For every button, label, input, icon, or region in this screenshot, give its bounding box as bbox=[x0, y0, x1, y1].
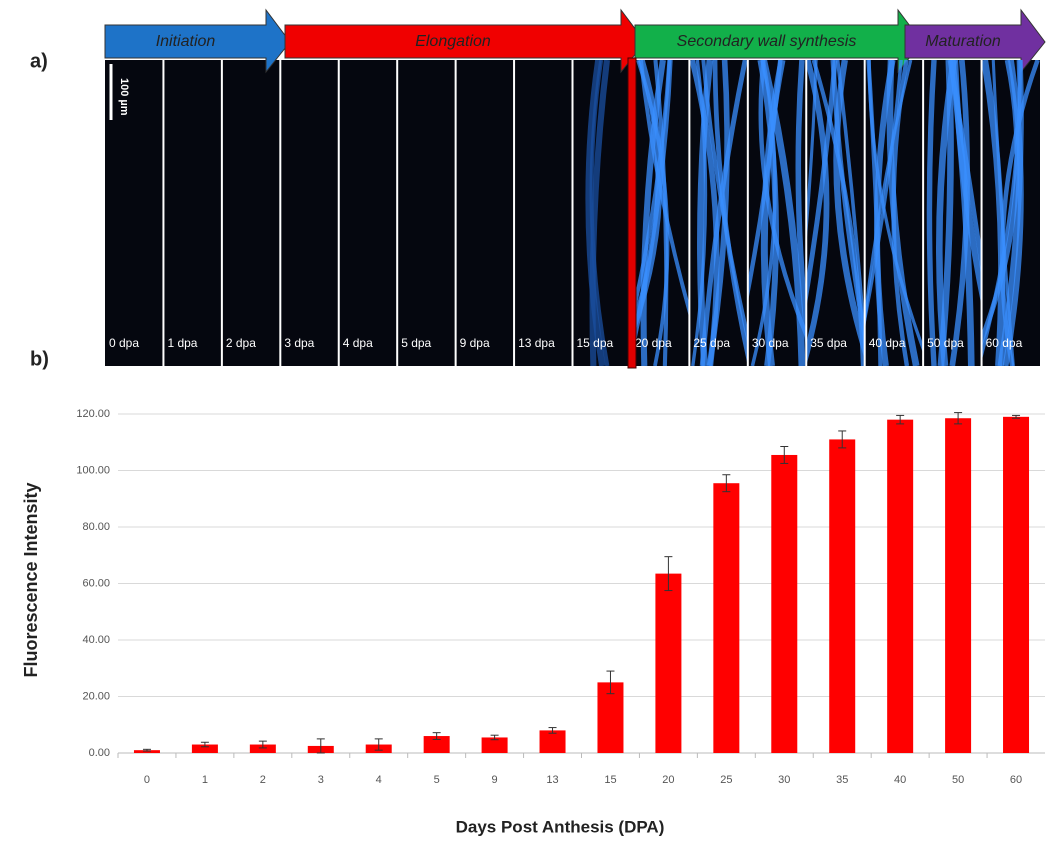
image-label: 13 dpa bbox=[518, 336, 555, 350]
x-tick-label: 35 bbox=[836, 774, 848, 786]
x-tick-label: 15 bbox=[604, 774, 616, 786]
x-tick-label: 0 bbox=[144, 774, 150, 786]
image-label: 25 dpa bbox=[693, 336, 730, 350]
image-label: 15 dpa bbox=[577, 336, 614, 350]
x-tick-label: 40 bbox=[894, 774, 906, 786]
x-tick-label: 1 bbox=[202, 774, 208, 786]
image-label: 4 dpa bbox=[343, 336, 373, 350]
image-label: 30 dpa bbox=[752, 336, 789, 350]
y-tick-label: 120.00 bbox=[76, 408, 110, 420]
x-tick-label: 5 bbox=[434, 774, 440, 786]
x-tick-label: 20 bbox=[662, 774, 674, 786]
x-tick-label: 9 bbox=[492, 774, 498, 786]
phase-label: Elongation bbox=[415, 33, 491, 50]
bar bbox=[945, 418, 971, 753]
y-tick-label: 20.00 bbox=[82, 690, 110, 702]
phase-label: Initiation bbox=[156, 33, 216, 50]
image-label: 20 dpa bbox=[635, 336, 672, 350]
phase-label: Maturation bbox=[925, 33, 1001, 50]
x-axis-title: Days Post Anthesis (DPA) bbox=[456, 817, 665, 836]
panel-label: b) bbox=[30, 348, 49, 370]
bar bbox=[655, 574, 681, 753]
x-tick-label: 50 bbox=[952, 774, 964, 786]
x-tick-label: 4 bbox=[376, 774, 382, 786]
x-tick-label: 30 bbox=[778, 774, 790, 786]
bar bbox=[887, 420, 913, 753]
panel-label: a) bbox=[30, 50, 48, 72]
y-tick-label: 0.00 bbox=[89, 747, 110, 759]
image-label: 35 dpa bbox=[810, 336, 847, 350]
image-label: 0 dpa bbox=[109, 336, 139, 350]
image-label: 3 dpa bbox=[284, 336, 314, 350]
scale-label: 100 µm bbox=[118, 78, 130, 116]
phase-label: Secondary wall synthesis bbox=[677, 33, 857, 50]
x-tick-label: 2 bbox=[260, 774, 266, 786]
bar bbox=[829, 439, 855, 753]
phase-marker bbox=[628, 58, 636, 368]
image-label: 40 dpa bbox=[869, 336, 906, 350]
bar bbox=[771, 455, 797, 753]
y-tick-label: 100.00 bbox=[76, 464, 110, 476]
y-tick-label: 40.00 bbox=[82, 634, 110, 646]
image-label: 60 dpa bbox=[986, 336, 1023, 350]
y-tick-label: 60.00 bbox=[82, 577, 110, 589]
y-tick-label: 80.00 bbox=[82, 521, 110, 533]
image-label: 5 dpa bbox=[401, 336, 431, 350]
image-label: 50 dpa bbox=[927, 336, 964, 350]
image-label: 2 dpa bbox=[226, 336, 256, 350]
bar bbox=[540, 730, 566, 753]
bar bbox=[713, 483, 739, 753]
bar bbox=[1003, 417, 1029, 753]
image-label: 9 dpa bbox=[460, 336, 490, 350]
x-tick-label: 13 bbox=[546, 774, 558, 786]
x-tick-label: 60 bbox=[1010, 774, 1022, 786]
y-axis-title: Fluorescence Intensity bbox=[21, 482, 41, 677]
figure: a) b) Initiation Elongation Secondary wall… bbox=[0, 0, 1052, 843]
x-tick-label: 3 bbox=[318, 774, 324, 786]
x-tick-label: 25 bbox=[720, 774, 732, 786]
image-label: 1 dpa bbox=[167, 336, 197, 350]
